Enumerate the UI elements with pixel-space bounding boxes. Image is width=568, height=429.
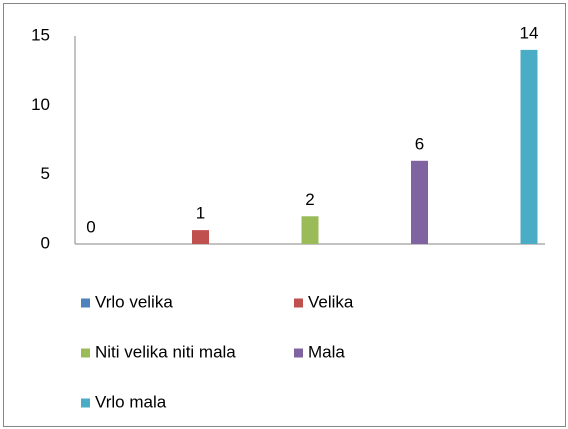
- data-label: 1: [196, 204, 205, 223]
- legend-swatch: [81, 298, 90, 308]
- y-tick-label: 10: [31, 95, 50, 114]
- data-label: 6: [415, 134, 424, 153]
- bar: [411, 160, 428, 244]
- y-tick-label: 15: [31, 25, 50, 44]
- legend-swatch: [294, 348, 303, 358]
- legend-label: Velika: [308, 292, 354, 311]
- y-tick-label: 0: [41, 233, 50, 252]
- bar: [301, 216, 319, 244]
- bar: [520, 49, 538, 244]
- legend-label: Vrlo velika: [95, 292, 173, 311]
- bar: [192, 230, 209, 244]
- legend-swatch: [81, 348, 90, 358]
- legend-label: Niti velika niti mala: [95, 342, 236, 361]
- chart-border: [3, 3, 566, 427]
- y-tick-label: 5: [41, 164, 50, 183]
- legend-label: Vrlo mala: [95, 392, 167, 411]
- data-label: 0: [86, 217, 95, 236]
- legend-swatch: [294, 298, 303, 308]
- data-label: 2: [305, 190, 314, 209]
- legend-swatch: [81, 398, 90, 408]
- data-label: 14: [520, 23, 539, 42]
- legend-label: Mala: [308, 342, 345, 361]
